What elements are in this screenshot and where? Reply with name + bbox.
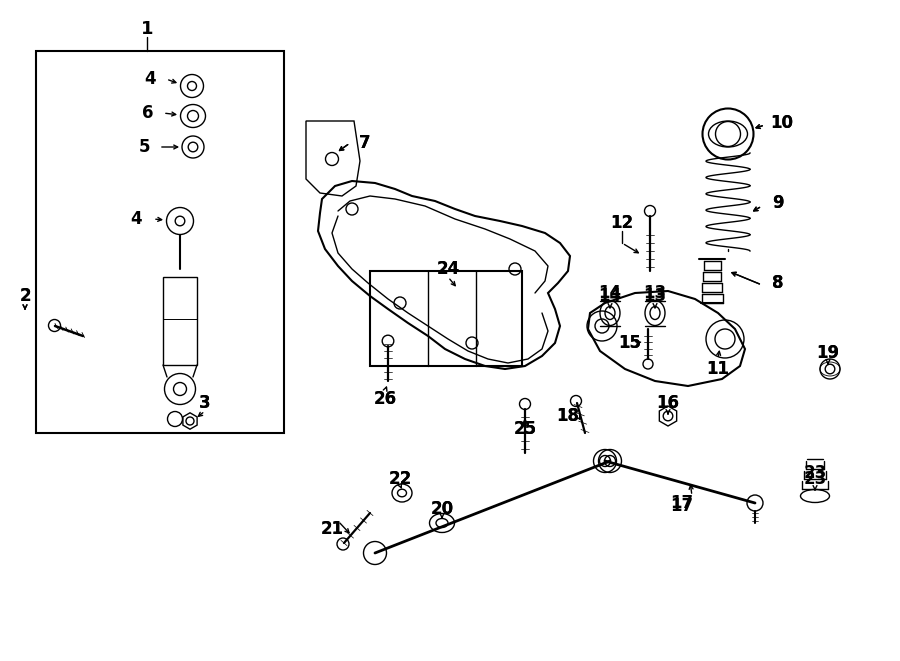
- Text: 25: 25: [513, 420, 536, 438]
- Text: 2: 2: [19, 287, 31, 305]
- Text: 14: 14: [598, 284, 622, 302]
- Text: 7: 7: [359, 134, 371, 152]
- Text: 26: 26: [374, 390, 397, 408]
- Text: 6: 6: [142, 104, 154, 122]
- Text: 10: 10: [770, 114, 794, 132]
- Text: 23: 23: [804, 470, 826, 488]
- Text: 9: 9: [772, 194, 784, 212]
- Text: 4: 4: [144, 70, 156, 88]
- Text: 13: 13: [644, 284, 667, 302]
- Text: 11: 11: [706, 360, 730, 378]
- Text: 15: 15: [618, 334, 642, 352]
- Text: 19: 19: [816, 344, 840, 362]
- Text: 26: 26: [374, 390, 397, 408]
- Text: 18: 18: [556, 407, 580, 425]
- Text: 9: 9: [772, 194, 784, 212]
- Text: 24: 24: [436, 260, 460, 278]
- Text: 13: 13: [644, 287, 667, 305]
- Text: 21: 21: [320, 520, 344, 538]
- Bar: [36, 51, 284, 433]
- Text: 23: 23: [804, 464, 826, 482]
- Text: 22: 22: [389, 470, 411, 488]
- Text: 15: 15: [618, 334, 642, 352]
- Text: 12: 12: [610, 214, 634, 232]
- Text: 22: 22: [389, 470, 411, 488]
- Text: 24: 24: [436, 260, 460, 278]
- Text: 14: 14: [598, 287, 622, 305]
- Text: 16: 16: [656, 394, 680, 412]
- Text: 21: 21: [320, 520, 344, 538]
- Text: 3: 3: [199, 394, 211, 412]
- Text: 3: 3: [199, 394, 211, 412]
- Text: 11: 11: [706, 360, 730, 378]
- Text: 16: 16: [656, 394, 680, 412]
- Text: 20: 20: [430, 500, 454, 518]
- Text: 19: 19: [816, 344, 840, 362]
- Text: 10: 10: [770, 114, 794, 132]
- Bar: [370, 271, 522, 366]
- Bar: [163, 277, 197, 365]
- Text: 8: 8: [772, 274, 784, 292]
- Text: 5: 5: [139, 138, 149, 156]
- Text: 17: 17: [670, 497, 694, 515]
- Text: 25: 25: [513, 420, 536, 438]
- Text: 17: 17: [670, 494, 694, 512]
- Text: 8: 8: [772, 274, 784, 292]
- Text: 18: 18: [556, 407, 580, 425]
- Text: 4: 4: [130, 210, 142, 228]
- Text: 1: 1: [140, 20, 153, 38]
- Text: 20: 20: [430, 500, 454, 518]
- Text: 12: 12: [610, 214, 634, 232]
- Text: 2: 2: [19, 287, 31, 305]
- Text: 7: 7: [359, 134, 371, 152]
